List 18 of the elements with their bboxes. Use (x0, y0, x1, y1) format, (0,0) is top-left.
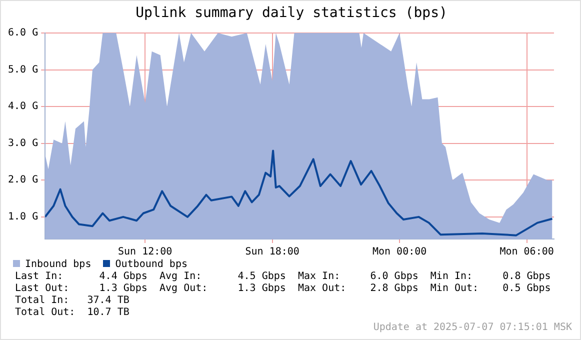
x-tick-label: Mon 06:00 (500, 246, 554, 258)
text: Total In: 37.4 TB (15, 295, 130, 307)
legend-label: Inbound bps (24, 259, 92, 270)
y-tick-label: 4.0 G (8, 101, 38, 112)
text: Total Out: 10.7 TB (15, 307, 130, 319)
text: Last Out: 1.3 Gbps Avg Out: 1.3 Gbps Max Out: 2.8 Gbps Min Out: 0.5 Gbps (15, 283, 551, 295)
x-tick-label: Sun 12:00 (118, 246, 172, 258)
y-tick-label: 3.0 G (8, 138, 38, 149)
x-tick-label: Sun 18:00 (245, 246, 300, 258)
text: Last In: 4.4 Gbps Avg In: 4.5 Gbps Max In: 6.0 Gbps Min In: 0.8 Gbps (15, 271, 551, 283)
y-tick-label: 5.0 G (8, 64, 38, 76)
y-tick-label: 2.0 G (8, 174, 38, 186)
text: Update at 2025-07-07 07:15:01 MSK (373, 322, 572, 333)
chart-title: Uplink summary daily statistics (bps) (134, 5, 448, 21)
y-tick-label: 6.0 G (8, 28, 38, 39)
x-tick-label: Mon 00:00 (372, 246, 427, 258)
legend-label: Outbound bps (114, 259, 188, 270)
y-tick-label: 1.0 G (8, 212, 38, 223)
